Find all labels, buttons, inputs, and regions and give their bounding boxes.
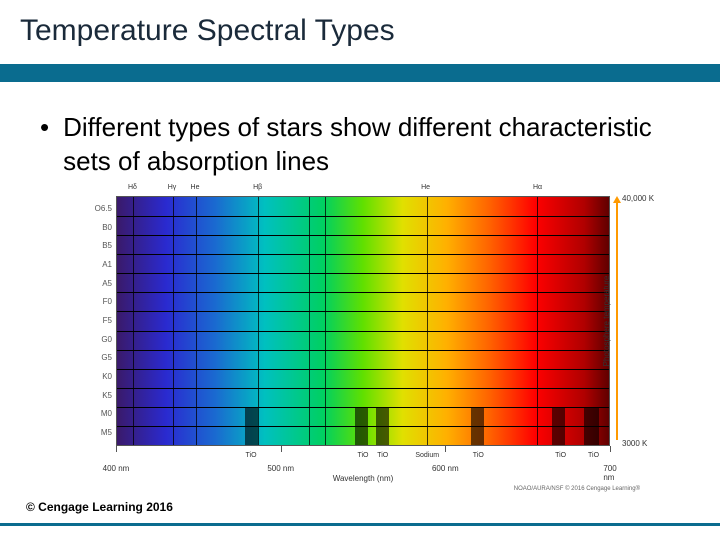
absorption-line — [427, 197, 428, 445]
spectral-class-label: O6.5 — [80, 200, 112, 218]
chart-box: O6.5B0B5A1A5F0F5G0G5K0K5M0M5 40,000 K 30… — [80, 196, 640, 446]
x-tick — [281, 446, 282, 452]
feature-label: Sodium — [415, 452, 439, 459]
spectral-class-label: A5 — [80, 275, 112, 293]
spectral-class-label: G0 — [80, 331, 112, 349]
absorption-line — [173, 197, 174, 445]
copyright-footer: © Cengage Learning 2016 — [26, 500, 173, 514]
tio-band — [376, 407, 389, 445]
spectrum-figure: HδHγHeHβHeHα O6.5B0B5A1A5F0F5G0G5K0K5M0M… — [80, 196, 640, 482]
feature-label: TiO — [588, 452, 599, 459]
temp-min-label: 3000 K — [622, 439, 647, 448]
temp-axis-label: Photosphere temperature — [602, 276, 611, 367]
hydrogen-line-label: He — [421, 184, 430, 191]
x-tick — [445, 446, 446, 452]
feature-label: TiO — [377, 452, 388, 459]
row-divider — [117, 311, 609, 312]
tio-band — [245, 407, 258, 445]
row-divider — [117, 216, 609, 217]
row-divider — [117, 292, 609, 293]
bullet-text: Different types of stars show different … — [63, 110, 680, 178]
absorption-line — [196, 197, 197, 445]
feature-label: TiO — [473, 452, 484, 459]
row-divider — [117, 350, 609, 351]
spectral-class-label: F5 — [80, 312, 112, 330]
hydrogen-labels: Hδ Hγ He Hβ He Hα — [116, 184, 610, 194]
tio-band — [471, 407, 484, 445]
tio-band — [552, 407, 565, 445]
y-axis-labels: O6.5B0B5A1A5F0F5G0G5K0K5M0M5 — [80, 196, 116, 446]
x-axis-label: Wavelength (nm) — [333, 474, 394, 483]
figure-attribution: NOAO/AURA/NSF © 2016 Cengage Learning® — [514, 486, 640, 492]
x-tick — [610, 446, 611, 452]
spectral-class-label: K0 — [80, 368, 112, 386]
feature-label: TiO — [555, 452, 566, 459]
hydrogen-line-label: Hβ — [253, 184, 262, 191]
content-area: • Different types of stars show differen… — [0, 82, 720, 482]
spectral-class-label: B0 — [80, 219, 112, 237]
temp-max-label: 40,000 K — [622, 194, 654, 203]
absorption-line — [133, 197, 134, 445]
spectral-class-label: G5 — [80, 349, 112, 367]
row-divider — [117, 254, 609, 255]
temperature-arrow-icon — [616, 202, 618, 440]
spectral-class-label: M5 — [80, 424, 112, 442]
spectral-class-label: K5 — [80, 387, 112, 405]
feature-label: TiO — [357, 452, 368, 459]
bullet-item: • Different types of stars show differen… — [40, 110, 680, 178]
spectral-class-label: M0 — [80, 405, 112, 423]
x-tick-label: 400 nm — [103, 464, 130, 473]
row-divider — [117, 369, 609, 370]
absorption-line — [258, 197, 259, 445]
title-bar: Temperature Spectral Types — [0, 0, 720, 68]
feature-label: TiO — [246, 452, 257, 459]
hydrogen-line-label: Hγ — [168, 184, 177, 191]
bullet-marker: • — [40, 110, 49, 144]
absorption-line — [325, 197, 326, 445]
x-tick-label: 500 nm — [267, 464, 294, 473]
footer-rule — [0, 523, 720, 526]
x-tick — [116, 446, 117, 452]
page-title: Temperature Spectral Types — [20, 14, 700, 48]
hydrogen-line-label: He — [191, 184, 200, 191]
hydrogen-line-label: Hδ — [128, 184, 137, 191]
spectral-class-label: B5 — [80, 237, 112, 255]
spectral-class-label: F0 — [80, 293, 112, 311]
tio-band — [355, 407, 368, 445]
absorption-line — [537, 197, 538, 445]
x-tick-label: 700 nm — [603, 464, 616, 482]
row-divider — [117, 331, 609, 332]
spectrum-area — [116, 196, 610, 446]
accent-bar — [0, 68, 720, 82]
hydrogen-line-label: Hα — [533, 184, 542, 191]
tio-band — [584, 407, 599, 445]
row-divider — [117, 235, 609, 236]
temperature-axis: 40,000 K 3000 K Photosphere temperature — [610, 196, 640, 446]
absorption-line — [309, 197, 310, 445]
x-axis: Wavelength (nm) 400 nm500 nm600 nm700 nm… — [116, 446, 610, 482]
row-divider — [117, 273, 609, 274]
x-tick-label: 600 nm — [432, 464, 459, 473]
spectral-class-label: A1 — [80, 256, 112, 274]
row-divider — [117, 388, 609, 389]
